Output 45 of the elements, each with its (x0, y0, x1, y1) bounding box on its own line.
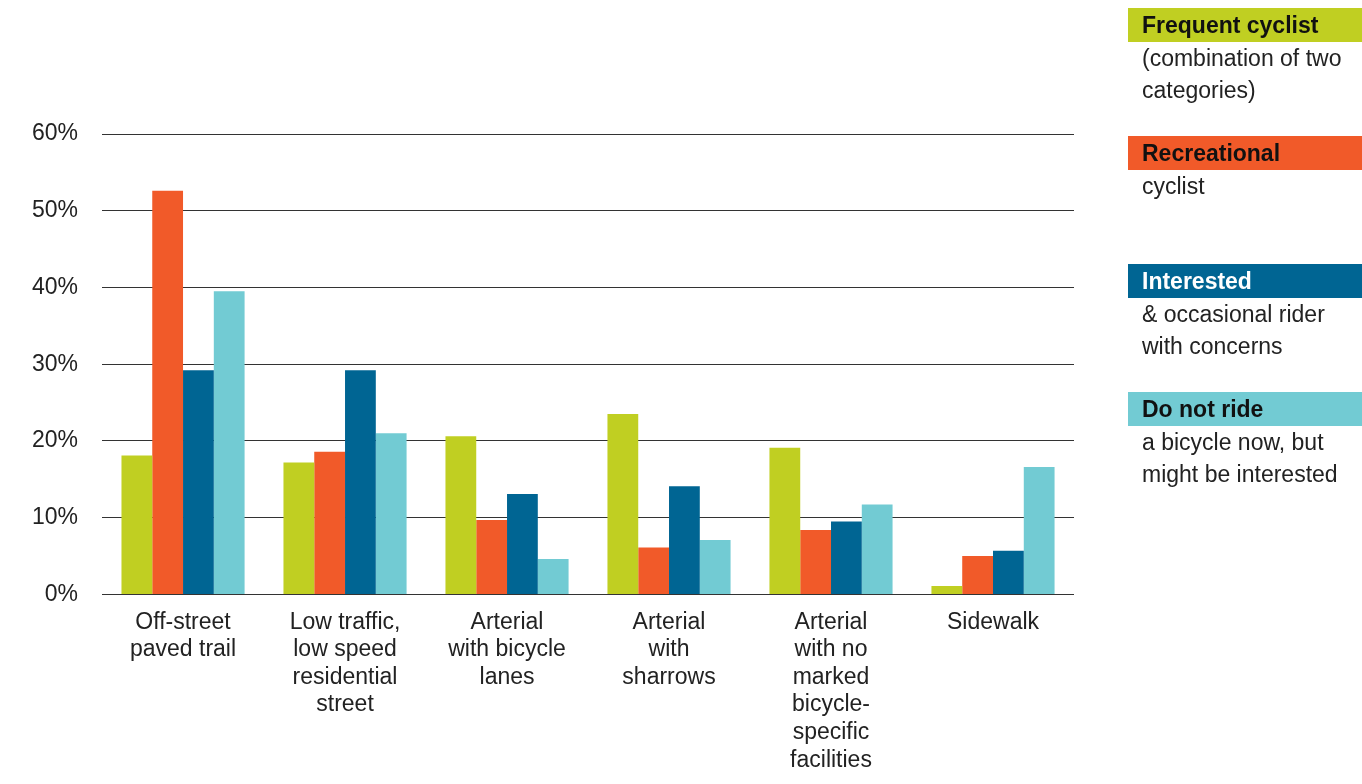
bar (931, 585, 963, 594)
x-tick-label: Low traffic, low speed residential street (289, 607, 401, 717)
bar (283, 462, 315, 594)
bar (638, 547, 670, 594)
bar (445, 436, 477, 594)
text: Do not ride (1128, 392, 1362, 426)
text: (combination of two categories) (1141, 44, 1343, 105)
bar (1023, 467, 1055, 594)
text: a bicycle now, but might be interested (1141, 428, 1339, 489)
text: cyclist (1141, 172, 1206, 201)
bar (375, 433, 407, 594)
bar (345, 370, 376, 594)
y-tick-label: 50% (31, 196, 79, 223)
bar (121, 455, 153, 594)
y-tick-label: 20% (31, 426, 79, 453)
bar (831, 521, 862, 594)
bar (507, 493, 538, 594)
bar (769, 447, 801, 594)
text: & occasional rider with concerns (1141, 300, 1326, 361)
bar (213, 291, 245, 594)
y-tick-label: 30% (31, 349, 79, 376)
y-tick-label: 60% (31, 119, 79, 146)
x-tick-label: Arterial with no marked bicycle-specific facilities (790, 607, 872, 772)
x-tick-label: Sidewalk (946, 607, 1040, 634)
bar (962, 556, 993, 594)
bar (993, 550, 1024, 594)
bar (314, 451, 346, 594)
bar (800, 529, 832, 594)
x-tick-label: Arterial with bicycle lanes (447, 607, 566, 689)
x-tick-label: Off-street paved trail (129, 607, 237, 662)
text: Frequent cyclist (1128, 8, 1362, 42)
y-tick-label: 40% (31, 272, 79, 299)
bar (152, 190, 184, 594)
y-tick-label: 0% (44, 579, 79, 606)
bar (607, 414, 639, 594)
x-tick-label: Arterial with sharrows (622, 607, 716, 689)
y-tick-label: 10% (31, 503, 79, 530)
bar (476, 519, 508, 594)
text: Recreational (1128, 136, 1362, 170)
bar (861, 504, 893, 594)
bar (537, 559, 569, 594)
bar (183, 370, 214, 594)
bar (669, 486, 700, 594)
bar (699, 539, 731, 594)
text: Interested (1128, 264, 1362, 298)
